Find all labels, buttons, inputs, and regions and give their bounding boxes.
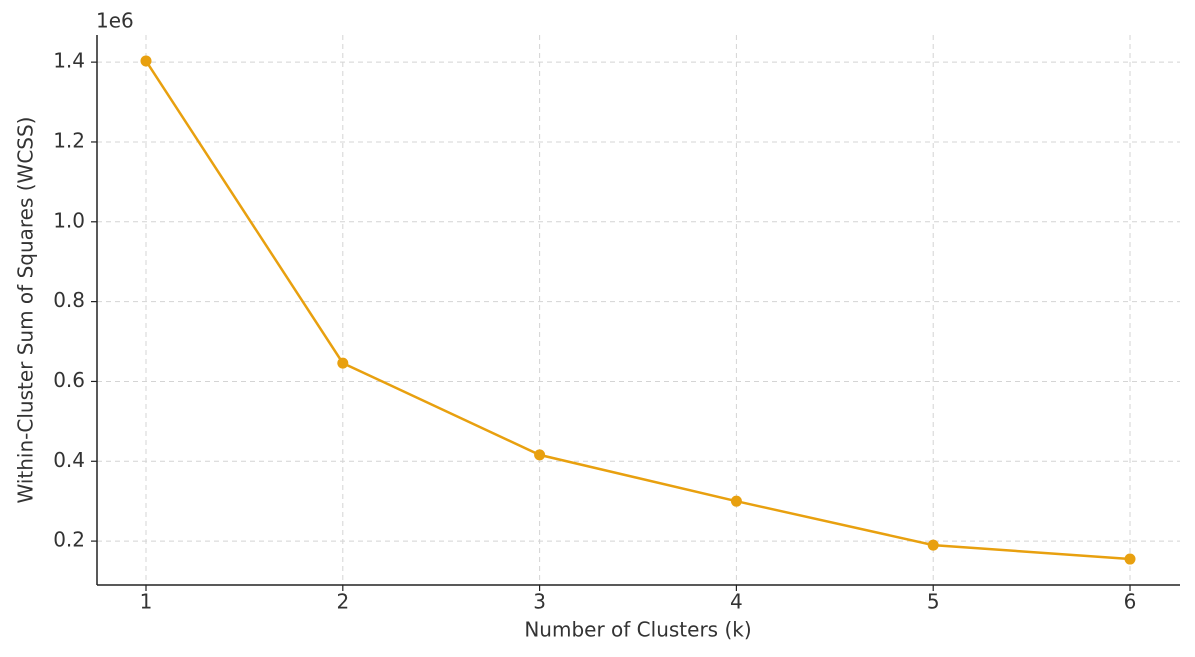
y-axis-label: Within-Cluster Sum of Squares (WCSS) bbox=[14, 117, 38, 504]
point bbox=[534, 449, 546, 461]
y-tick-label: 0.4 bbox=[53, 448, 85, 472]
x-tick-label: 5 bbox=[927, 590, 940, 614]
x-tick-label: 6 bbox=[1124, 590, 1137, 614]
series-line bbox=[144, 60, 1131, 561]
y-tick-label: 1.4 bbox=[53, 49, 85, 73]
y-offset-label: 1e6 bbox=[96, 9, 134, 33]
point bbox=[140, 55, 152, 67]
y-tick-label: 0.2 bbox=[53, 528, 85, 552]
y-tick-label: 1.0 bbox=[53, 208, 85, 232]
x-axis-label: Number of Clusters (k) bbox=[524, 618, 751, 642]
point bbox=[927, 539, 939, 551]
y-tick-label: 1.2 bbox=[53, 128, 85, 152]
point bbox=[337, 357, 349, 369]
x-tick-label: 4 bbox=[730, 590, 743, 614]
y-tick-label: 0.8 bbox=[53, 288, 85, 312]
x-tick-label: 3 bbox=[533, 590, 546, 614]
point bbox=[1124, 553, 1136, 565]
y-tick-label: 0.6 bbox=[53, 368, 85, 392]
x-tick-label: 1 bbox=[140, 590, 153, 614]
x-tick-label: 2 bbox=[336, 590, 349, 614]
point bbox=[730, 495, 742, 507]
